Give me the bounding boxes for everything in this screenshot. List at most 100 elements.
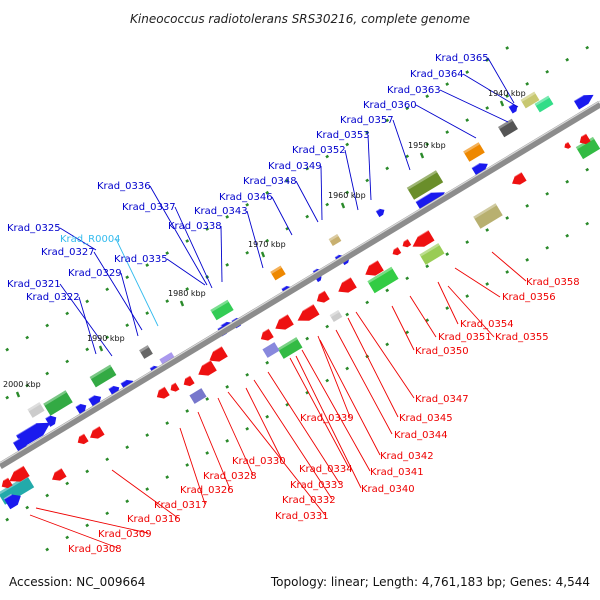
ring-dash (385, 342, 390, 347)
ring-dash (225, 215, 230, 219)
ring-dash (65, 535, 70, 540)
gene-arrow-body (316, 290, 330, 303)
gene-label[interactable]: Krad_0309 (98, 529, 152, 540)
gene-arrow-shine (262, 327, 269, 333)
gene-label[interactable]: Krad_0322 (26, 292, 80, 303)
gene-label[interactable]: Krad_0357 (340, 115, 394, 126)
tick-label: 2000 kbp (3, 380, 41, 389)
gene-label[interactable]: Krad_0337 (122, 202, 176, 213)
gene-label[interactable]: Krad_0363 (387, 85, 441, 96)
reverse-gene-arrow (512, 171, 527, 185)
gene-arrow-body (579, 133, 591, 145)
gene-label[interactable]: Krad_0326 (180, 485, 234, 496)
reverse-gene-labels: Krad_0358 Krad_0356 Krad_0354 Krad_0351 … (68, 277, 580, 555)
gene-label[interactable]: Krad_0358 (526, 277, 580, 288)
feature-box (473, 203, 503, 229)
gene-label[interactable]: Krad_0335 (114, 254, 168, 265)
ring-dash (285, 402, 290, 407)
feature-box-face (270, 265, 286, 281)
ring-dash (245, 202, 250, 207)
gene-arrow-shine (471, 162, 480, 169)
ring-dash (365, 130, 370, 135)
leader-line (227, 391, 326, 516)
ring-dash (265, 190, 270, 195)
gene-arrow-body (45, 415, 57, 427)
gene-arrow-shine (3, 493, 12, 500)
gene-label[interactable]: Krad_0317 (154, 500, 208, 511)
feature-box-shine (329, 309, 340, 318)
gene-label[interactable]: Krad_0343 (194, 206, 248, 217)
gene-label[interactable]: Krad_0336 (97, 181, 151, 192)
gene-label[interactable]: Krad_0354 (460, 319, 514, 330)
gene-arrow-body (471, 163, 488, 177)
gene-arrow-shine (281, 285, 287, 290)
gene-label[interactable]: Krad_0334 (299, 464, 353, 475)
feature-box-shine (210, 299, 229, 313)
ring-dash (345, 366, 350, 371)
feature-box-shine (89, 364, 112, 380)
reverse-gene-arrow (52, 467, 67, 481)
leader-line (392, 119, 411, 171)
ring-dash (545, 69, 550, 74)
gene-arrow-shine (573, 94, 584, 102)
leader-line (320, 165, 323, 221)
gene-arrow-shine (75, 403, 81, 408)
gene-arrow-shine (514, 171, 522, 177)
ring-dash (485, 58, 490, 62)
leader-line (347, 317, 399, 418)
ring-dash (125, 323, 130, 328)
leader-line (295, 180, 319, 223)
leader-line (93, 251, 143, 331)
gene-arrow-shine (120, 379, 127, 384)
gene-label[interactable]: Krad_0348 (243, 176, 297, 187)
ring-dash (565, 233, 570, 238)
gene-label[interactable]: Krad_0321 (7, 279, 61, 290)
gene-label[interactable]: Krad_0345 (399, 413, 453, 424)
gene-label[interactable]: Krad_0329 (68, 268, 122, 279)
gene-label[interactable]: Krad_0350 (415, 346, 469, 357)
leader-line (174, 206, 213, 289)
gene-label[interactable]: Krad_0360 (363, 100, 417, 111)
leader-lines (29, 57, 527, 549)
feature-box-face (329, 309, 343, 323)
gene-label[interactable]: Krad_0353 (316, 130, 370, 141)
ring-dash (85, 347, 90, 352)
gene-label[interactable]: Krad_0342 (380, 451, 434, 462)
ring-dash (405, 276, 410, 281)
gene-label[interactable]: Krad_0347 (415, 394, 469, 405)
gene-label[interactable]: Krad_0352 (292, 145, 346, 156)
leader-line (301, 349, 371, 472)
gene-label[interactable]: Krad_0338 (168, 221, 222, 232)
gene-label[interactable]: Krad_0331 (275, 511, 329, 522)
gene-label[interactable]: Krad_0356 (502, 292, 556, 303)
gene-label[interactable]: Krad_0341 (370, 467, 424, 478)
gene-label[interactable]: Krad_0346 (219, 192, 273, 203)
gene-label[interactable]: Krad_R0004 (60, 234, 121, 245)
gene-label[interactable]: Krad_0308 (68, 544, 122, 555)
gene-label[interactable]: Krad_0344 (394, 430, 448, 441)
gene-arrow-body (170, 382, 180, 392)
gene-label[interactable]: Krad_0328 (203, 471, 257, 482)
ring-dash (85, 523, 90, 528)
gene-label[interactable]: Krad_0330 (232, 456, 286, 467)
gene-label[interactable]: Krad_0349 (268, 161, 322, 172)
gene-label[interactable]: Krad_0340 (361, 484, 415, 495)
ring-dash (145, 263, 150, 268)
gene-label[interactable]: Krad_0351 (438, 332, 492, 343)
ring-dash (225, 439, 230, 443)
gene-label[interactable]: Krad_0333 (290, 480, 344, 491)
gene-arrow-shine (415, 192, 431, 203)
gene-label[interactable]: Krad_0364 (410, 69, 464, 80)
ring-dash (425, 318, 430, 323)
gene-label[interactable]: Krad_0339 (300, 413, 354, 424)
gene-arrow-shine (44, 414, 51, 419)
gene-label[interactable]: Krad_0316 (127, 514, 181, 525)
gene-label[interactable]: Krad_0332 (282, 495, 336, 506)
ring-dash (445, 130, 450, 135)
gene-label[interactable]: Krad_0325 (7, 223, 61, 234)
gene-label[interactable]: Krad_0365 (435, 53, 489, 64)
gene-label[interactable]: Krad_0327 (41, 247, 95, 258)
gene-arrow-shine (318, 289, 325, 295)
feature-box (520, 91, 540, 109)
gene-label[interactable]: Krad_0355 (495, 332, 549, 343)
